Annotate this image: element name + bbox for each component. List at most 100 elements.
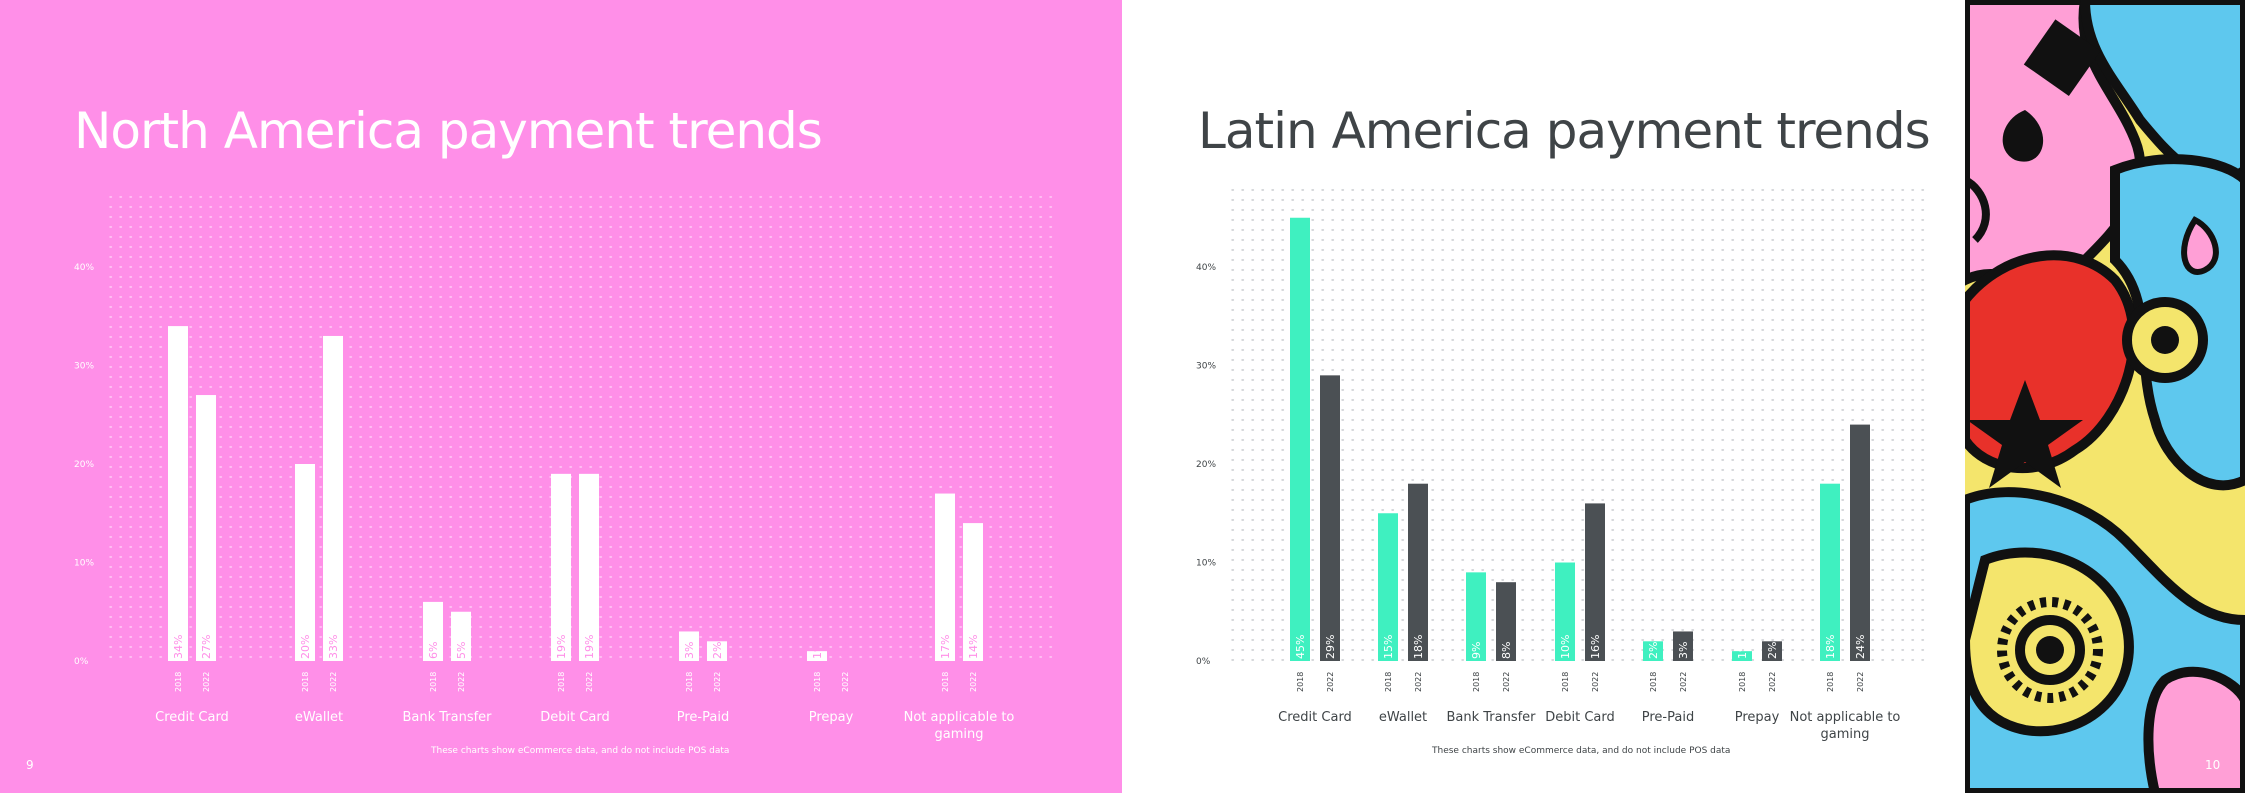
year-label: 2018 <box>1826 672 1835 692</box>
graffiti-mural-image <box>1965 0 2245 793</box>
year-label: 2022 <box>1326 672 1335 692</box>
value-label: 1% <box>1736 642 1749 659</box>
bar-ewallet-2022 <box>323 335 343 661</box>
year-label: 2022 <box>841 672 850 692</box>
value-label: 19% <box>583 635 596 659</box>
category-label-debit-card: Debit Card <box>1545 710 1615 725</box>
year-label: 2018 <box>941 672 950 692</box>
value-label: 33% <box>327 635 340 659</box>
bar-pre-paid-2022 <box>1673 631 1693 661</box>
category-label-ewallet: eWallet <box>1379 710 1427 725</box>
bar-ewallet-2018 <box>1378 513 1398 661</box>
year-label: 2018 <box>1649 672 1658 692</box>
page-number-right: 10 <box>2205 758 2221 772</box>
year-label: 2022 <box>1414 672 1423 692</box>
north-america-footnote: These charts show eCommerce data, and do… <box>431 746 730 756</box>
value-label: 3% <box>1677 642 1690 659</box>
bar-bank-transfer-2018 <box>423 601 443 661</box>
bar-pre-paid-2022 <box>707 641 727 661</box>
bar-debit-card-2022 <box>1585 503 1605 661</box>
latin-america-slide: Latin America payment trends 0% 10% 20% 30%… <box>1122 0 1965 793</box>
value-label: 10% <box>1559 635 1572 659</box>
bar-not-applicable-to-gaming-2018 <box>935 493 955 661</box>
year-label: 2018 <box>301 672 310 692</box>
bar-credit-card-2018 <box>168 326 188 661</box>
value-label: 27% <box>200 635 213 659</box>
y-tick-label: 0% <box>1196 657 1211 667</box>
y-tick-label: 20% <box>1196 460 1216 470</box>
category-label-bank-transfer: Bank Transfer <box>1446 710 1536 725</box>
page-number-left: 9 <box>26 758 34 772</box>
year-label: 2022 <box>1679 672 1688 692</box>
y-tick-label: 40% <box>74 263 94 273</box>
year-label: 2022 <box>1856 672 1865 692</box>
value-label: 6% <box>427 642 440 659</box>
year-label: 2018 <box>1738 672 1747 692</box>
bar-credit-card-2018 <box>1290 217 1310 661</box>
value-label: 14% <box>967 635 980 659</box>
category-label-not-applicable-to-gaming: Not applicable to gaming <box>1790 710 1901 742</box>
category-label-pre-paid: Pre-Paid <box>1642 710 1694 725</box>
bar-prepay-2018 <box>1732 651 1752 661</box>
bar-debit-card-2022 <box>579 473 599 661</box>
value-label: 20% <box>299 635 312 659</box>
year-label: 2022 <box>1768 672 1777 692</box>
latin-america-footnote: These charts show eCommerce data, and do… <box>1432 746 1731 756</box>
year-label: 2018 <box>1296 672 1305 692</box>
north-america-slide: North America payment trends 0% 10% 20% 30%… <box>0 0 1122 793</box>
year-label: 2018 <box>1472 672 1481 692</box>
value-label: 0% <box>839 642 852 659</box>
year-label: 2022 <box>1502 672 1511 692</box>
bar-bank-transfer-2018 <box>1466 572 1486 661</box>
value-label: 9% <box>1470 642 1483 659</box>
value-label: 2% <box>711 642 724 659</box>
bar-ewallet-2018 <box>295 464 315 661</box>
category-label-line: gaming <box>935 727 984 742</box>
y-tick-label: 10% <box>74 559 94 569</box>
bar-not-applicable-to-gaming-2022 <box>1850 424 1870 661</box>
bar-bank-transfer-2022 <box>451 611 471 661</box>
bar-pre-paid-2018 <box>1643 641 1663 661</box>
category-label-ewallet: eWallet <box>295 710 343 725</box>
y-tick-label: 40% <box>1196 263 1216 273</box>
year-label: 2018 <box>429 672 438 692</box>
y-tick-label: 30% <box>74 362 94 372</box>
year-label: 2018 <box>1384 672 1393 692</box>
y-tick-label: 20% <box>74 460 94 470</box>
value-label: 2% <box>1766 642 1779 659</box>
bar-credit-card-2022 <box>196 395 216 661</box>
latin-america-title: Latin America payment trends <box>1198 102 1931 160</box>
bar-prepay-2022 <box>1762 641 1782 661</box>
year-label: 2022 <box>329 672 338 692</box>
value-label: 2% <box>1647 642 1660 659</box>
y-tick-label: 0% <box>74 657 89 667</box>
category-label-not-applicable-to-gaming: Not applicable to gaming <box>904 710 1015 742</box>
value-label: 8% <box>1500 642 1513 659</box>
y-tick-label: 30% <box>1196 362 1216 372</box>
year-label: 2018 <box>557 672 566 692</box>
year-label: 2022 <box>585 672 594 692</box>
bar-ewallet-2022 <box>1408 483 1428 661</box>
category-label-prepay: Prepay <box>809 710 854 725</box>
bar-debit-card-2018 <box>551 473 571 661</box>
value-label: 3% <box>683 642 696 659</box>
category-label-credit-card: Credit Card <box>1278 710 1352 725</box>
bar-debit-card-2018 <box>1555 562 1575 661</box>
value-label: 24% <box>1854 635 1867 659</box>
category-label-pre-paid: Pre-Paid <box>677 710 729 725</box>
value-label: 34% <box>172 635 185 659</box>
value-label: 29% <box>1324 635 1337 659</box>
year-label: 2022 <box>457 672 466 692</box>
value-label: 5% <box>455 642 468 659</box>
year-label: 2022 <box>202 672 211 692</box>
value-label: 15% <box>1382 635 1395 659</box>
value-label: 1% <box>811 642 824 659</box>
category-label-bank-transfer: Bank Transfer <box>402 710 492 725</box>
bar-not-applicable-to-gaming-2022 <box>963 523 983 661</box>
bar-not-applicable-to-gaming-2018 <box>1820 483 1840 661</box>
value-label: 19% <box>555 635 568 659</box>
year-label: 2018 <box>1561 672 1570 692</box>
value-label: 18% <box>1824 635 1837 659</box>
value-label: 17% <box>939 635 952 659</box>
year-label: 2022 <box>1591 672 1600 692</box>
